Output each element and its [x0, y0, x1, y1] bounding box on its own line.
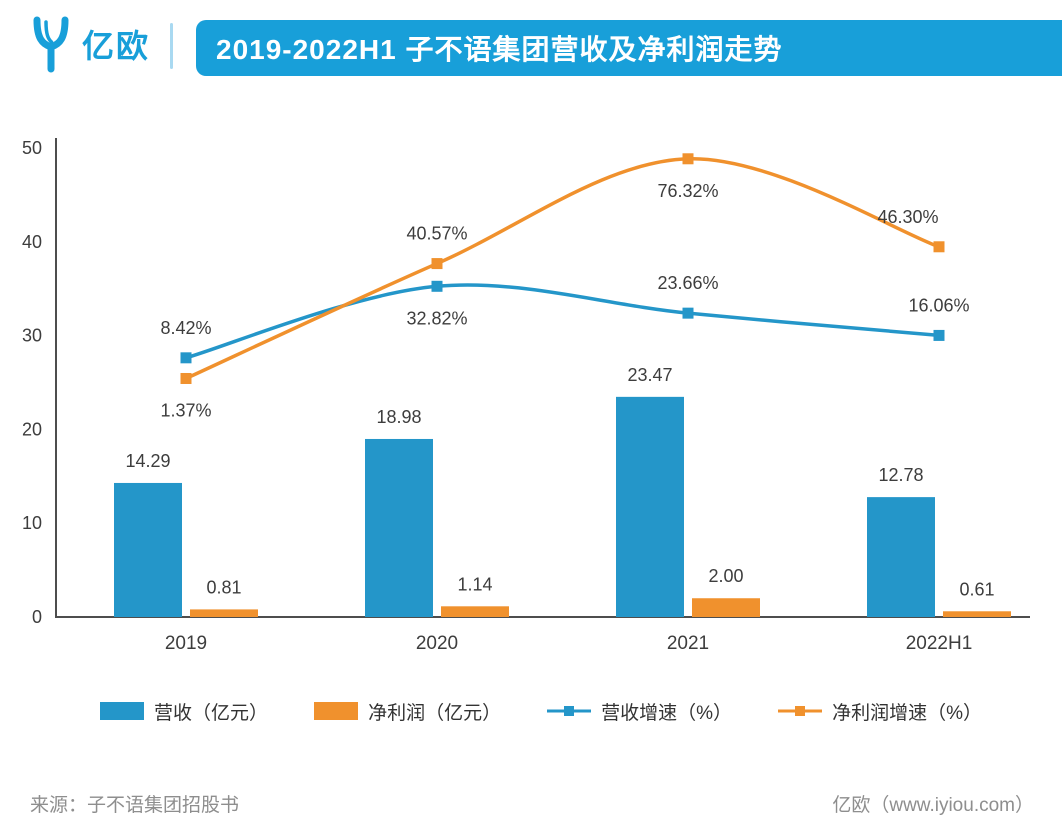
line-value-label: 23.66% — [657, 273, 718, 293]
legend-item: 净利润（亿元） — [314, 698, 501, 725]
bar-value-label: 1.14 — [457, 574, 492, 594]
chart-canvas: 0 10 20 30 40 50 2019 2020 2021 2022H1 14.29 18.98 2… — [22, 138, 1030, 654]
legend-line-swatch — [547, 706, 592, 716]
line-marker — [180, 372, 192, 384]
x-category-label: 2021 — [667, 633, 709, 654]
iyiou-logo-icon — [33, 16, 69, 73]
bar — [365, 438, 433, 617]
logo-text: 亿欧 — [82, 28, 151, 64]
line-value-label: 8.42% — [160, 318, 211, 338]
bar — [692, 598, 760, 617]
line-marker — [682, 307, 694, 319]
bar-value-label: 2.00 — [708, 566, 743, 586]
header: 亿欧 2019-2022H1 子不语集团营收及净利润走势 — [0, 0, 1062, 96]
footer: 来源：子不语集团招股书 亿欧（www.iyiou.com） — [30, 790, 1034, 817]
x-category-label: 2020 — [416, 633, 458, 654]
legend-bar-swatch — [100, 702, 144, 720]
bar — [943, 611, 1011, 617]
source-text: 来源：子不语集团招股书 — [30, 795, 240, 816]
legend-item: 营收（亿元） — [100, 698, 268, 725]
line-value-label: 32.82% — [406, 308, 467, 328]
legend-line-swatch — [778, 706, 823, 716]
page-title: 2019-2022H1 子不语集团营收及净利润走势 — [216, 34, 783, 65]
legend-item: 净利润增速（%） — [778, 698, 982, 725]
line-value-label: 40.57% — [406, 224, 467, 244]
legend-label: 营收增速（%） — [601, 702, 733, 724]
bar — [867, 497, 935, 617]
trend-line — [184, 283, 941, 360]
title-bar: 2019-2022H1 子不语集团营收及净利润走势 — [196, 20, 1062, 76]
line-marker — [933, 329, 945, 341]
legend-bar-swatch — [314, 702, 359, 720]
y-tick-label: 0 — [32, 607, 42, 627]
line-value-label: 76.32% — [657, 181, 718, 201]
logo: 亿欧 — [28, 12, 150, 76]
legend-label: 净利润增速（%） — [832, 702, 982, 724]
y-tick-label: 30 — [22, 326, 42, 346]
chart: 0 10 20 30 40 50 2019 2020 2021 2022H1 14.29 18.98 2… — [0, 100, 1062, 685]
trend-line — [184, 157, 941, 381]
line-marker — [180, 352, 192, 364]
bar-value-label: 12.78 — [878, 465, 923, 485]
bar-value-label: 14.29 — [125, 451, 170, 471]
bar — [190, 609, 258, 617]
x-category-label: 2022H1 — [906, 633, 973, 654]
bar — [441, 606, 509, 617]
legend-item: 营收增速（%） — [547, 698, 732, 725]
credit-text: 亿欧（www.iyiou.com） — [832, 795, 1034, 816]
header-divider — [170, 23, 173, 69]
line-marker — [933, 241, 945, 253]
line-value-label: 1.37% — [160, 400, 211, 420]
y-tick-label: 10 — [22, 513, 42, 533]
line-value-label: 16.06% — [908, 295, 969, 315]
line-marker — [431, 280, 443, 292]
y-tick-label: 20 — [22, 419, 42, 439]
line-value-label: 46.30% — [877, 207, 938, 227]
bar-value-label: 23.47 — [627, 365, 672, 385]
chart-legend: 营收（亿元） 净利润（亿元） 营收增速（%） 净利润增速（%） — [0, 694, 1062, 728]
bar-value-label: 18.98 — [376, 407, 421, 427]
bar-value-label: 0.61 — [959, 579, 994, 599]
line-marker — [431, 258, 443, 270]
x-category-label: 2019 — [165, 633, 207, 654]
bar — [616, 396, 684, 617]
y-tick-label: 40 — [22, 232, 42, 252]
line-marker — [682, 153, 694, 165]
legend-label: 净利润（亿元） — [368, 702, 502, 724]
bar-value-label: 0.81 — [206, 577, 241, 597]
legend-label: 营收（亿元） — [154, 702, 269, 724]
y-tick-label: 50 — [22, 138, 42, 158]
bar — [114, 482, 182, 617]
